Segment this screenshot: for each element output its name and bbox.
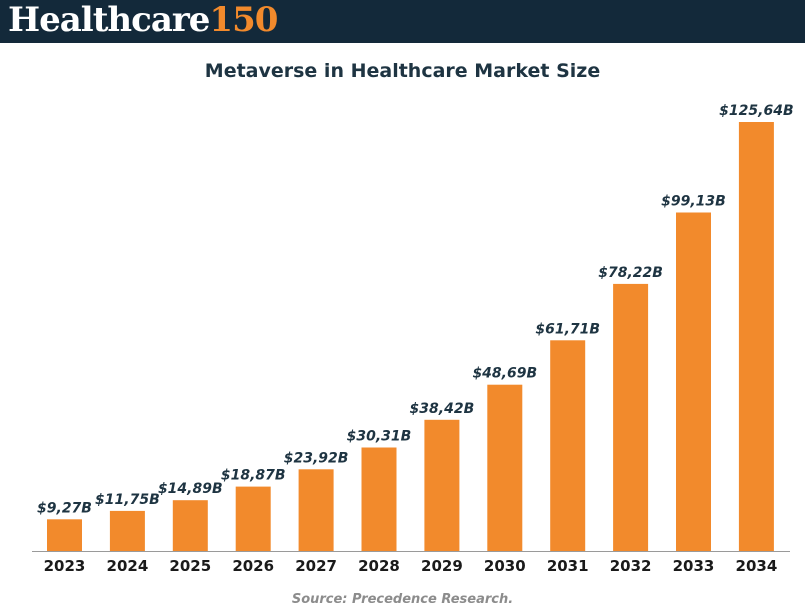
value-label-2030: $48,69B (472, 366, 537, 382)
bar-2030 (487, 384, 523, 551)
x-tick-label-2029: 2029 (421, 557, 463, 575)
bar-2026 (235, 486, 271, 551)
x-tick-label-2025: 2025 (169, 557, 211, 575)
bar-2031 (550, 340, 586, 551)
value-label-2033: $99,13B (661, 194, 726, 210)
x-tick-label-2033: 2033 (673, 557, 715, 575)
bar-2024 (109, 510, 145, 551)
bar-2028 (361, 447, 397, 551)
chart-title: Metaverse in Healthcare Market Size (204, 60, 601, 82)
bar-2029 (424, 419, 460, 551)
value-label-2023: $9,27B (37, 500, 92, 516)
value-label-2025: $14,89B (158, 481, 223, 497)
value-label-2024: $11,75B (95, 492, 160, 508)
x-tick-label-2023: 2023 (44, 557, 86, 575)
x-tick-label-2032: 2032 (610, 557, 652, 575)
logo-number: 150 (209, 0, 278, 40)
x-tick-label-2031: 2031 (547, 557, 589, 575)
bar-2025 (172, 500, 208, 551)
x-tick-label-2027: 2027 (295, 557, 337, 575)
value-label-2028: $30,31B (347, 429, 412, 445)
x-tick-label-2030: 2030 (484, 557, 526, 575)
bar-2033 (676, 212, 711, 551)
value-label-2029: $38,42B (410, 401, 475, 417)
value-label-2034: $125,64B (719, 103, 793, 119)
bar-2032 (613, 283, 649, 551)
x-tick-label-2028: 2028 (358, 557, 400, 575)
value-label-2027: $23,92B (284, 450, 349, 466)
healthcare150-logo: Healthcare150 (8, 0, 278, 43)
bar-2027 (298, 469, 334, 551)
x-tick-label-2026: 2026 (232, 557, 274, 575)
source-note: Source: Precedence Research. (291, 592, 514, 607)
value-label-2026: $18,87B (221, 468, 286, 484)
x-tick-label-2034: 2034 (736, 557, 778, 575)
x-tick-label-2024: 2024 (107, 557, 149, 575)
logo-word: Healthcare (8, 0, 210, 40)
value-label-2031: $61,71B (535, 321, 600, 337)
header-bar: Healthcare150 (0, 0, 805, 43)
value-label-2032: $78,22B (598, 265, 663, 281)
bar-2034 (738, 122, 774, 551)
bar-2023 (47, 519, 82, 551)
